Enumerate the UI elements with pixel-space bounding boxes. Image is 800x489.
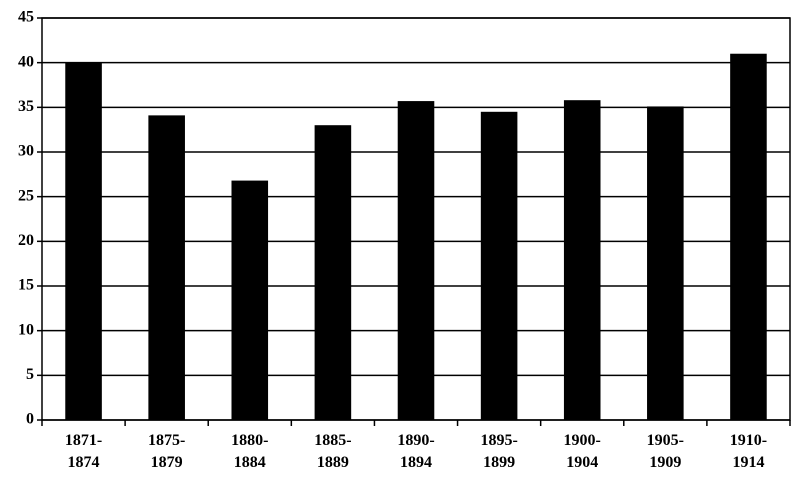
y-tick-label: 20 (18, 232, 34, 249)
x-tick-label: 1895- 1899 (480, 432, 518, 471)
y-tick-label: 40 (18, 53, 34, 70)
x-tick-label: 1880- 1884 (231, 432, 269, 471)
bar (647, 106, 684, 420)
x-tick-label: 1871- 1874 (64, 432, 103, 471)
bar (231, 180, 269, 420)
x-tick-label: 1905- 1909 (646, 432, 684, 471)
y-tick-label: 35 (18, 98, 34, 115)
y-tick-label: 30 (18, 143, 34, 160)
x-tick-label: 1910- 1914 (729, 432, 768, 471)
y-tick-label: 5 (26, 366, 34, 383)
bar (480, 111, 518, 421)
x-tick-label: 1875- 1879 (147, 432, 186, 471)
bar (397, 101, 435, 420)
y-tick-label: 10 (18, 321, 34, 338)
y-tick-label: 25 (18, 187, 34, 204)
bar (65, 62, 102, 421)
x-tick-label: 1890- 1894 (397, 432, 435, 471)
y-tick-label: 45 (18, 9, 34, 26)
y-tick-label: 15 (18, 277, 34, 294)
bar (148, 115, 185, 420)
x-tick-label: 1885- 1889 (314, 432, 352, 471)
y-tick-label: 0 (26, 411, 34, 428)
bar (730, 53, 767, 420)
bar (314, 125, 352, 420)
x-tick-label: 1900- 1904 (563, 432, 601, 471)
bar (563, 100, 601, 420)
